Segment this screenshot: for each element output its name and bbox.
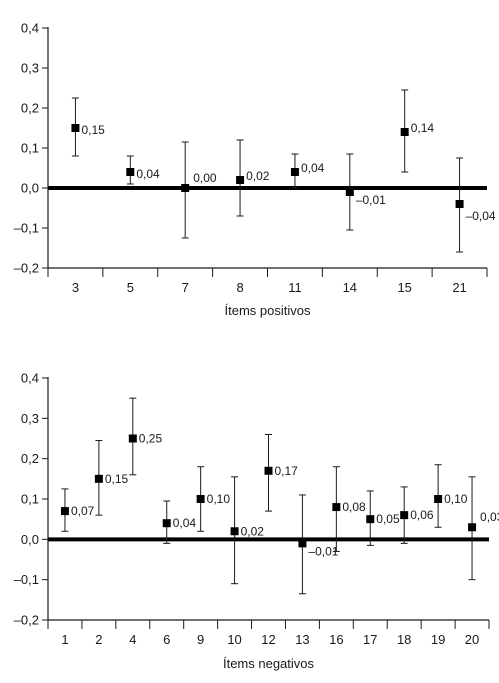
data-point <box>60 507 69 516</box>
data-label: 0,00 <box>193 171 217 185</box>
x-tick-label: 8 <box>236 280 243 295</box>
data-label: 0,10 <box>444 492 468 506</box>
data-label: –0,04 <box>466 209 496 223</box>
x-tick-label: 9 <box>197 632 204 647</box>
x-tick-label: 10 <box>227 632 241 647</box>
data-label: –0,01 <box>308 544 338 558</box>
data-point <box>94 474 103 483</box>
x-tick-label: 19 <box>431 632 445 647</box>
y-tick-label: 0,4 <box>21 21 39 36</box>
data-point <box>290 168 299 176</box>
y-tick-label: 0,2 <box>21 101 39 116</box>
data-point <box>332 503 341 512</box>
x-tick-label: 7 <box>182 280 189 295</box>
x-tick-label: 4 <box>129 632 136 647</box>
data-point <box>264 466 273 475</box>
x-tick-label: 21 <box>452 280 466 295</box>
chart-items-negativos: –0,2–0,10,00,10,20,30,41 2 4 6 9 10 12 13 16 17 18… <box>14 371 499 672</box>
data-label: 0,02 <box>241 524 265 538</box>
data-label: 0,04 <box>173 516 197 530</box>
data-point <box>236 176 245 184</box>
y-tick-label: 0,3 <box>21 411 39 426</box>
data-label: 0,04 <box>136 167 160 181</box>
y-tick-label: 0,4 <box>21 371 39 386</box>
data-label: 0,10 <box>207 492 231 506</box>
data-point <box>366 515 375 524</box>
data-point <box>128 434 137 443</box>
x-axis-title: Ítems positivos <box>225 303 311 318</box>
data-point <box>126 168 135 176</box>
x-tick-label: 17 <box>363 632 377 647</box>
data-point <box>468 523 477 532</box>
data-point <box>434 495 443 503</box>
chart-items-positivos: –0,2 –0,1 0,0 0,1 0,2 0,3 0,4 3 5 7 8 11 14 15 21 Ítems… <box>14 21 496 319</box>
data-label: 0,17 <box>275 464 299 478</box>
data-label: 0,05 <box>376 512 400 526</box>
x-axis-title: Ítems negativos <box>223 656 315 671</box>
data-label: 0,02 <box>246 169 270 183</box>
x-tick-label: 2 <box>95 632 102 647</box>
x-tick-label: 12 <box>261 632 275 647</box>
y-tick-label: –0,2 <box>14 613 39 628</box>
data-label: 0,08 <box>342 500 366 514</box>
x-tick-label: 3 <box>72 280 79 295</box>
data-label: –0,01 <box>356 193 386 207</box>
data-point <box>162 519 171 528</box>
data-point <box>181 184 190 192</box>
y-tick-label: –0,2 <box>14 261 39 276</box>
y-tick-label: 0,1 <box>21 141 39 156</box>
y-tick-label: –0,1 <box>14 572 39 587</box>
x-tick-label: 15 <box>397 280 411 295</box>
data-point <box>455 200 464 208</box>
x-tick-label: 1 <box>61 632 68 647</box>
y-tick-label: 0,0 <box>21 532 39 547</box>
data-label: 0,15 <box>81 123 105 137</box>
data-point <box>400 511 409 520</box>
x-tick-label: 16 <box>329 632 343 647</box>
y-tick-label: 0,1 <box>21 492 39 507</box>
x-tick-label: 18 <box>397 632 411 647</box>
data-label: 0,15 <box>105 472 129 486</box>
data-label: 0,07 <box>71 504 95 518</box>
data-point <box>196 495 205 503</box>
y-tick-label: 0,2 <box>21 451 39 466</box>
data-label: 0,06 <box>410 508 434 522</box>
data-point <box>230 527 239 536</box>
data-point <box>71 124 80 132</box>
x-tick-label: 5 <box>127 280 134 295</box>
x-tick-label: 6 <box>163 632 170 647</box>
x-tick-label: 11 <box>288 280 302 295</box>
data-label: 0,04 <box>301 161 325 175</box>
x-tick-label: 14 <box>343 280 357 295</box>
y-tick-label: 0,0 <box>21 181 39 196</box>
data-point <box>400 128 409 136</box>
y-tick-label: 0,3 <box>21 61 39 76</box>
data-point <box>345 188 354 196</box>
x-tick-label: 20 <box>465 632 479 647</box>
data-point <box>298 539 307 548</box>
data-label: 0,25 <box>139 432 163 446</box>
data-label: 0,03 <box>480 510 499 524</box>
x-tick-label: 13 <box>295 632 309 647</box>
y-tick-label: –0,1 <box>14 221 39 236</box>
data-label: 0,14 <box>411 121 435 135</box>
